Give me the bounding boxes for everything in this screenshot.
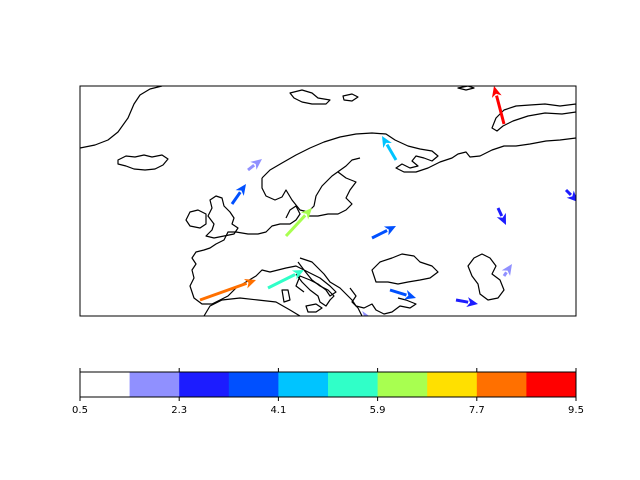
arrow-central-europe-head: [300, 208, 312, 220]
coastline-novaya-zemlya: [491, 103, 576, 132]
arrow-balkans-shaft: [389, 288, 407, 297]
arrow-italy-head: [291, 270, 304, 280]
arrow-scandinavia: [382, 136, 398, 161]
arrow-eastern-europe: [371, 226, 396, 240]
arrow-caspian-shaft: [502, 271, 508, 277]
coastline-continent-north: [189, 205, 337, 305]
coastline-norway-south: [261, 157, 361, 213]
coastline-baltic-east: [308, 171, 357, 217]
arrow-arctic-russia-shaft: [495, 95, 506, 125]
wind-arrows: [199, 86, 576, 316]
colorbar-tick-label: 0.5: [72, 405, 88, 416]
colorbar-cell: [476, 372, 527, 397]
arrow-eastern-europe-head: [383, 226, 396, 236]
arrow-central-europe-shaft: [284, 214, 307, 238]
coastline-svalbard-east: [342, 93, 359, 102]
arrow-iberia: [199, 278, 256, 302]
arrow-scandinavia-shaft: [385, 143, 398, 161]
arrow-siberia-edge-shaft: [564, 188, 572, 196]
arrow-caspian-head: [501, 264, 512, 276]
coastline-franz-josef: [457, 86, 475, 91]
arrow-british-isles-north-shaft: [230, 191, 242, 205]
colorbar-tick-label: 4.1: [270, 405, 286, 416]
colorbar-cell: [228, 372, 279, 397]
coastline-caspian: [467, 253, 505, 301]
colorbar-cell: [80, 372, 131, 397]
coastline-iceland: [117, 154, 169, 171]
colorbar-cell: [328, 372, 379, 397]
arrow-iberia-shaft: [199, 281, 248, 302]
colorbar-cell: [377, 372, 428, 397]
arrow-north-atlantic: [247, 159, 262, 172]
coastline-sardinia: [281, 289, 291, 303]
arrow-italy-shaft: [267, 273, 296, 290]
colorbar-cell: [278, 372, 329, 397]
arrow-scandinavia-head: [382, 136, 392, 149]
coastline-balkans: [299, 257, 417, 315]
map-panel: [79, 85, 577, 317]
arrow-turkey: [455, 297, 478, 307]
coastline-ireland: [185, 209, 207, 229]
colorbar: 0.5 2.3 4.1 5.9 7.7 9.5: [72, 368, 584, 416]
coastlines: [80, 86, 576, 316]
arrow-balkans-head: [404, 289, 416, 300]
arrow-urals-east-shaft: [496, 207, 504, 217]
coastline-north-africa: [203, 297, 301, 316]
colorbar-tick-label: 5.9: [370, 405, 386, 416]
arrow-arctic-russia: [491, 86, 506, 125]
arrow-north-atlantic-shaft: [247, 163, 256, 172]
colorbar-cell: [129, 372, 180, 397]
arrow-siberia-edge-head: [566, 190, 576, 202]
arrow-caspian: [501, 264, 512, 277]
coastline-greenland: [80, 86, 163, 149]
coastline-svalbard: [289, 89, 331, 105]
arrow-british-isles-north: [230, 184, 246, 205]
arrow-iberia-head: [243, 278, 256, 289]
coastline-great-britain: [205, 195, 239, 239]
colorbar-tick-label: 2.3: [171, 405, 187, 416]
colorbar-frame: [79, 371, 577, 398]
colorbar-cell: [526, 372, 577, 397]
coastline-italy: [295, 261, 335, 307]
arrow-eastern-europe-shaft: [371, 229, 388, 240]
colorbar-tick-label: 9.5: [568, 405, 584, 416]
arrow-balkans: [389, 288, 416, 300]
colorbar-cell: [427, 372, 478, 397]
arrow-italy: [267, 270, 304, 290]
coastline-black-sea: [371, 253, 439, 285]
coastline-scandinavia-russia: [261, 132, 576, 179]
arrow-arctic-russia-head: [491, 86, 502, 98]
arrow-eastern-med: [362, 310, 370, 316]
coastline-sicily: [305, 303, 323, 313]
arrow-turkey-shaft: [455, 298, 469, 304]
colorbar-cells: [80, 372, 577, 397]
coastline-greece: [349, 287, 363, 316]
arrow-siberia-edge: [564, 188, 576, 202]
colorbar-ticks: 0.5 2.3 4.1 5.9 7.7 9.5: [72, 368, 584, 416]
arrow-urals-east-head: [496, 212, 506, 225]
arrow-central-europe: [284, 208, 312, 238]
arrow-british-isles-north-head: [235, 184, 246, 196]
colorbar-cell: [179, 372, 230, 397]
arrow-eastern-med-head: [362, 310, 370, 316]
arrow-north-atlantic-head: [250, 159, 262, 170]
colorbar-tick-label: 7.7: [469, 405, 485, 416]
map-frame: [79, 85, 577, 317]
arrow-urals-east: [496, 207, 506, 225]
arrow-turkey-head: [466, 297, 478, 307]
